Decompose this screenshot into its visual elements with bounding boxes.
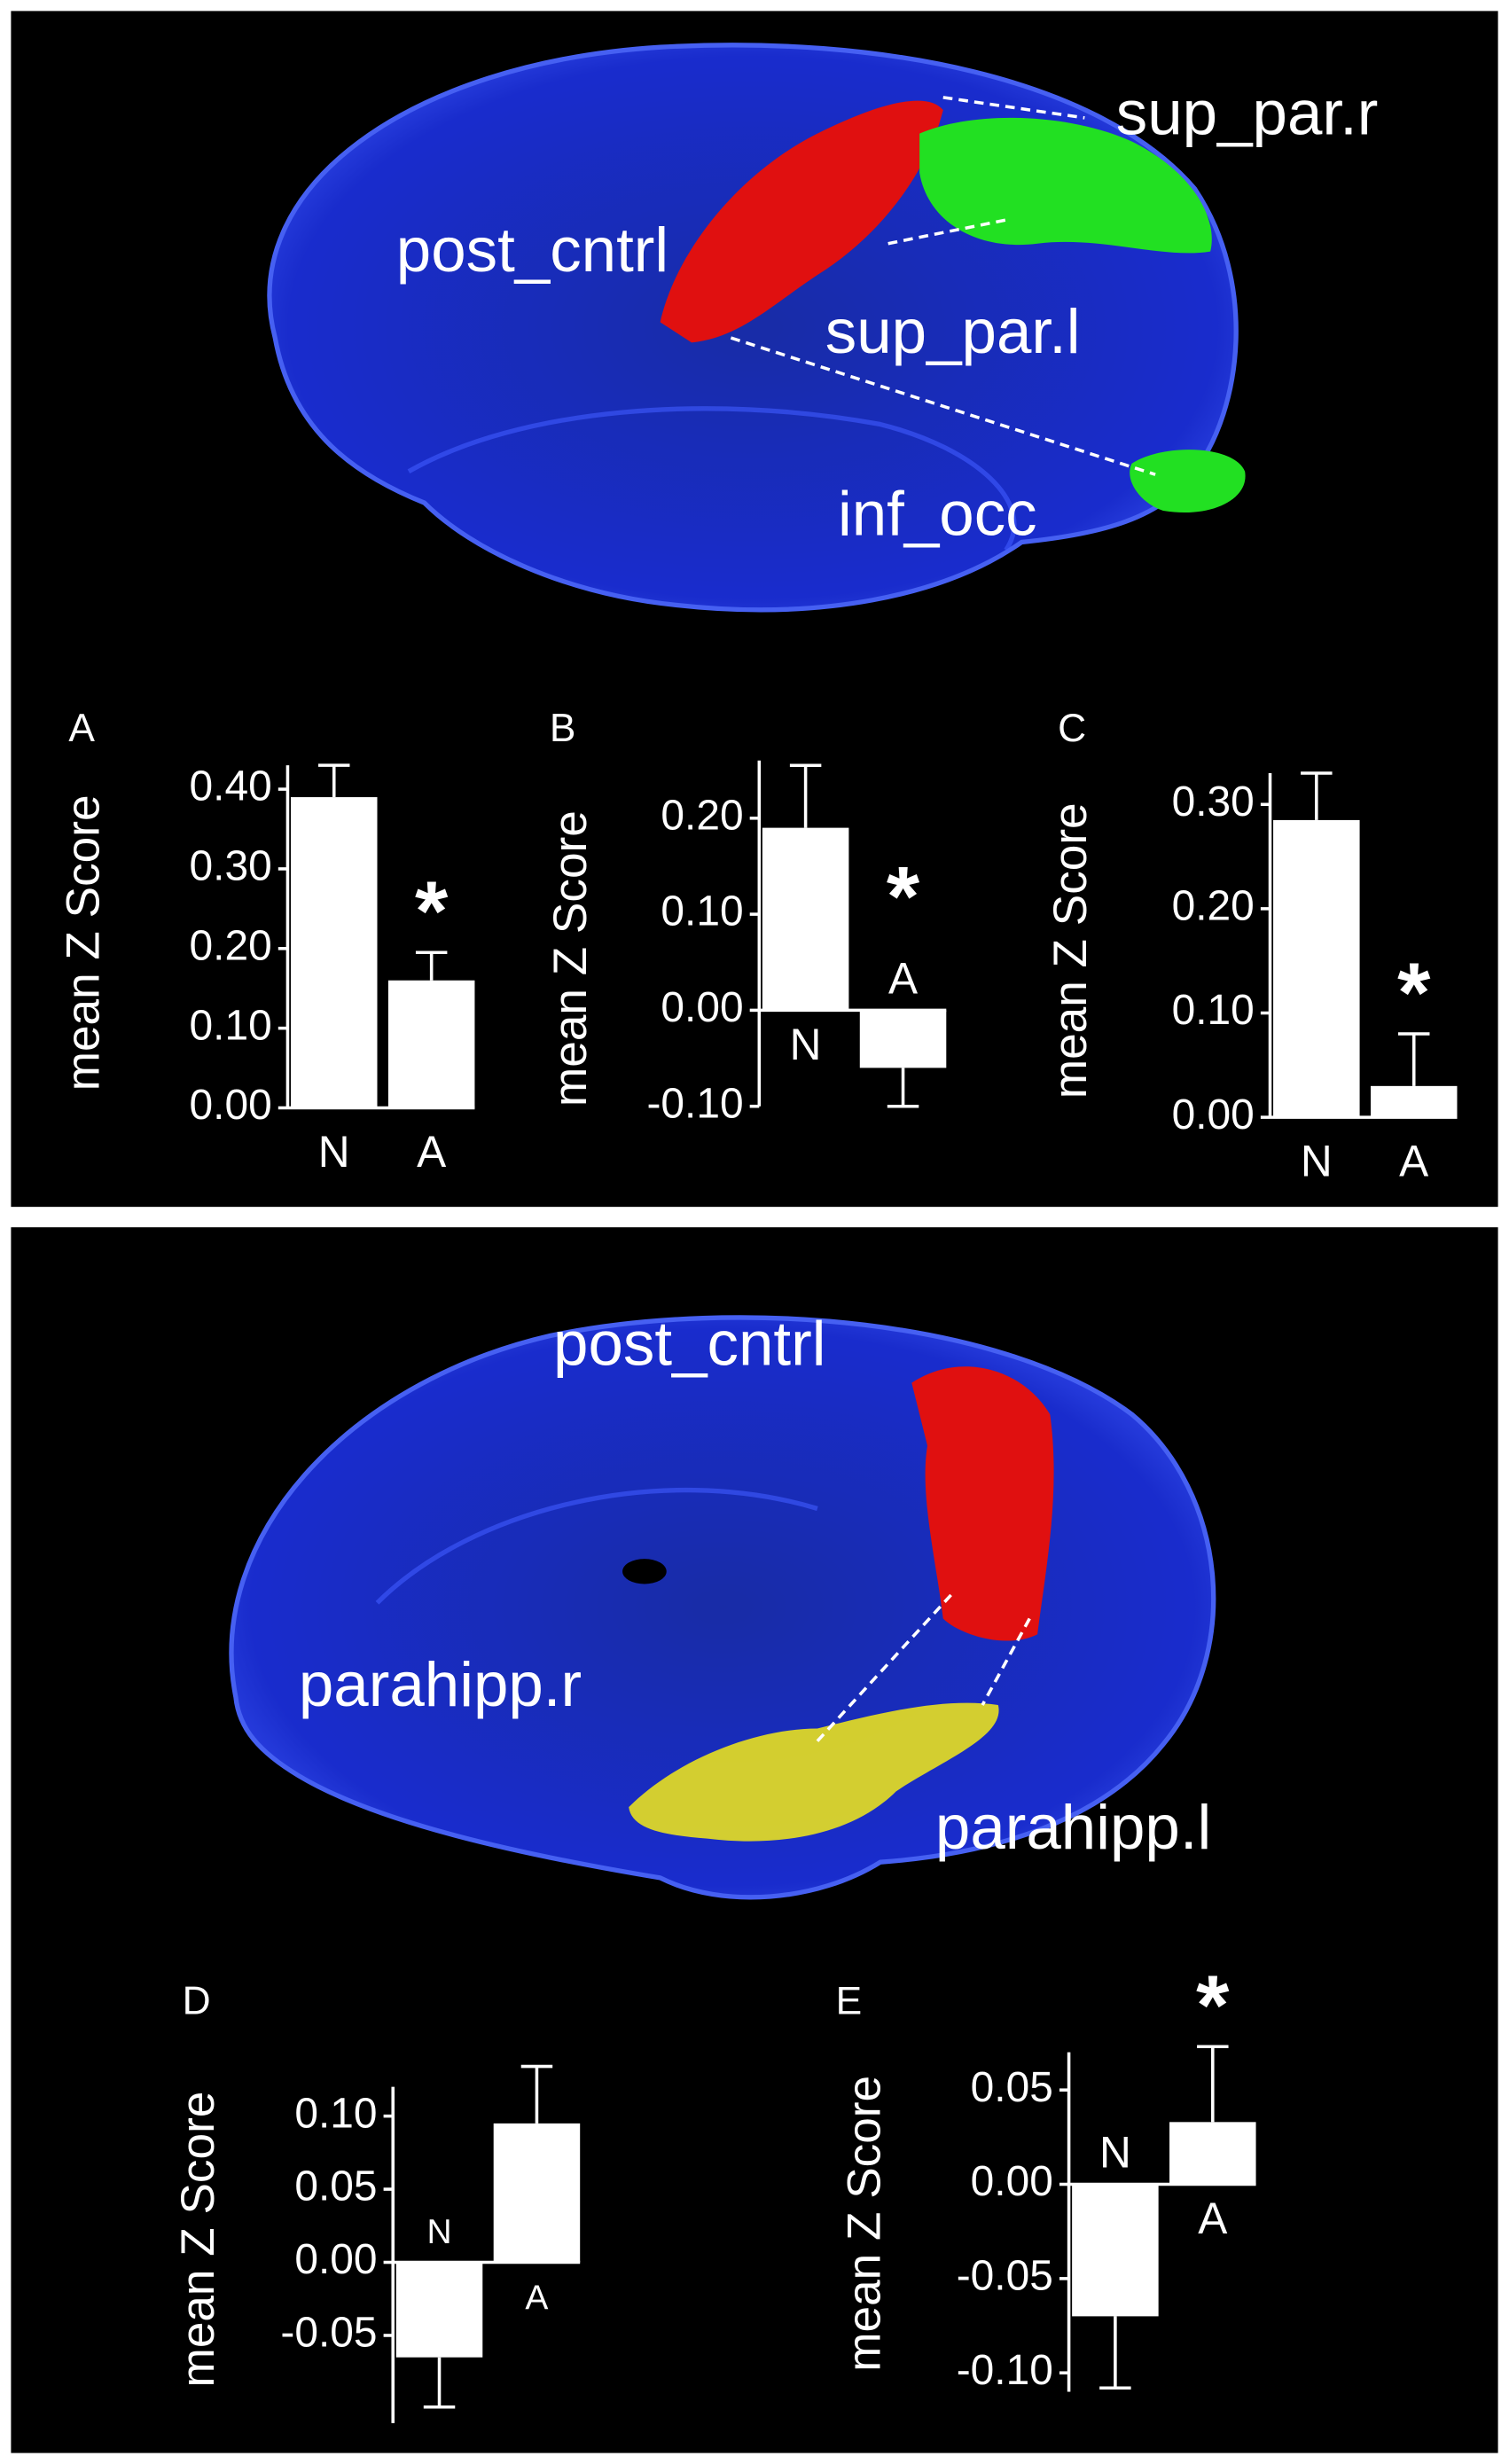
brain-label: post_cntrl [396, 215, 668, 286]
y-tick-label: 0.20 [661, 792, 743, 839]
x-tick-label: A [1198, 2194, 1227, 2243]
y-tick-label: -0.05 [280, 2310, 377, 2357]
panel-label: D [183, 1979, 211, 2022]
significance-marker: * [887, 849, 920, 944]
y-tick-label: -0.10 [957, 2347, 1053, 2394]
error-bar [1099, 2316, 1131, 2390]
bar [762, 827, 849, 1011]
y-tick-label: 0.10 [294, 2090, 377, 2137]
y-tick-label: 0.20 [1172, 883, 1255, 930]
y-tick-label: 0.00 [661, 984, 743, 1031]
x-tick-label: A [888, 954, 918, 1004]
x-tick-label: A [525, 2279, 548, 2317]
bar [1072, 2184, 1159, 2317]
y-tick-label: 0.00 [971, 2158, 1053, 2205]
panel-label: E [836, 1979, 863, 2022]
y-axis-label: mean Z Score [544, 810, 597, 1107]
error-bar [789, 763, 822, 828]
significance-marker: * [1196, 1959, 1230, 2053]
x-tick-label: N [318, 1127, 350, 1177]
y-tick-label: 0.30 [1172, 778, 1255, 825]
panel-label: A [68, 707, 95, 750]
y-tick-label: 0.20 [190, 922, 272, 969]
y-tick-label: 0.40 [190, 763, 272, 810]
bar [1169, 2122, 1256, 2185]
y-axis-label: mean Z Score [58, 794, 110, 1091]
bar [493, 2123, 581, 2263]
x-tick-label: A [1399, 1136, 1428, 1185]
brain-label: parahipp.r [299, 1650, 582, 1720]
brain-top: sup_par.r post_cntrl sup_par.l inf_occ [267, 43, 1379, 613]
bar [1370, 1085, 1458, 1118]
error-bar [887, 1068, 919, 1108]
error-bar [318, 763, 350, 798]
panel-label: B [550, 707, 576, 750]
bar [395, 2262, 483, 2358]
x-tick-label: N [1301, 1136, 1333, 1185]
error-bar [1398, 1032, 1430, 1086]
y-axis-label: mean Z Score [1044, 802, 1097, 1099]
y-tick-label: 0.10 [190, 1002, 272, 1049]
brain-label: parahipp.l [935, 1793, 1211, 1863]
y-tick-label: -0.05 [957, 2253, 1053, 2300]
brain-label: post_cntrl [553, 1309, 825, 1379]
y-tick-label: 0.10 [1172, 987, 1255, 1034]
error-bar [1197, 2045, 1229, 2123]
bar [1273, 819, 1360, 1118]
error-bar [415, 950, 448, 981]
bar [859, 1010, 947, 1068]
y-tick-label: 0.00 [294, 2236, 377, 2283]
brain-label: sup_par.l [825, 297, 1081, 367]
x-tick-label: N [790, 1020, 822, 1069]
x-tick-label: N [426, 2213, 451, 2251]
x-tick-label: N [1099, 2128, 1131, 2178]
brain-label: inf_occ [838, 480, 1037, 550]
y-tick-label: 0.00 [190, 1082, 272, 1129]
y-axis-label: mean Z Score [839, 2076, 891, 2372]
bar [290, 797, 378, 1108]
y-tick-label: 0.05 [971, 2064, 1053, 2111]
y-tick-label: -0.10 [646, 1080, 743, 1127]
y-tick-label: 0.05 [294, 2163, 377, 2210]
y-axis-label: mean Z Score [172, 2092, 224, 2388]
x-tick-label: A [417, 1127, 446, 1177]
significance-marker: * [415, 864, 449, 959]
y-tick-label: 0.30 [190, 843, 272, 890]
brain-bottom: post_cntrl parahipp.r parahipp.l [229, 1309, 1216, 1900]
brain-label: sup_par.r [1116, 79, 1379, 149]
panel-label: C [1058, 707, 1086, 750]
significance-marker: * [1397, 945, 1431, 1040]
y-tick-label: 0.10 [661, 888, 743, 935]
y-tick-label: 0.00 [1172, 1091, 1255, 1138]
error-bar [520, 2064, 553, 2124]
bar [387, 980, 475, 1108]
error-bar [423, 2357, 456, 2409]
error-bar [1301, 771, 1333, 820]
